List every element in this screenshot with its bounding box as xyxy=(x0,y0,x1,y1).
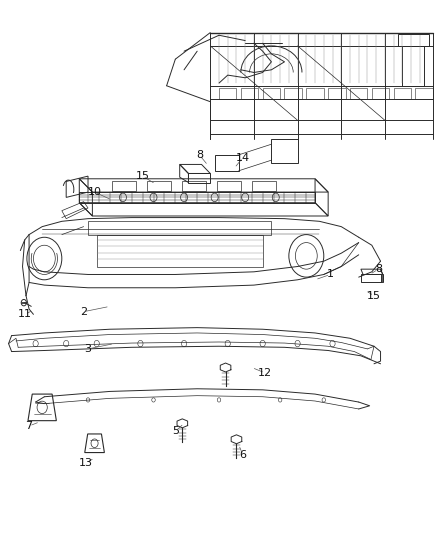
Text: 12: 12 xyxy=(258,368,272,378)
Text: 7: 7 xyxy=(25,421,33,431)
Text: 5: 5 xyxy=(172,426,179,437)
Text: 8: 8 xyxy=(196,150,203,160)
Text: 1: 1 xyxy=(327,270,334,279)
Text: 15: 15 xyxy=(136,171,150,181)
Text: 3: 3 xyxy=(85,344,92,354)
Text: 2: 2 xyxy=(80,306,87,317)
Text: 11: 11 xyxy=(18,309,32,319)
Text: 10: 10 xyxy=(88,187,102,197)
Text: 6: 6 xyxy=(240,450,247,460)
Text: 13: 13 xyxy=(79,458,93,468)
Text: 15: 15 xyxy=(367,290,381,301)
Text: 8: 8 xyxy=(375,264,382,274)
Text: 14: 14 xyxy=(236,152,250,163)
